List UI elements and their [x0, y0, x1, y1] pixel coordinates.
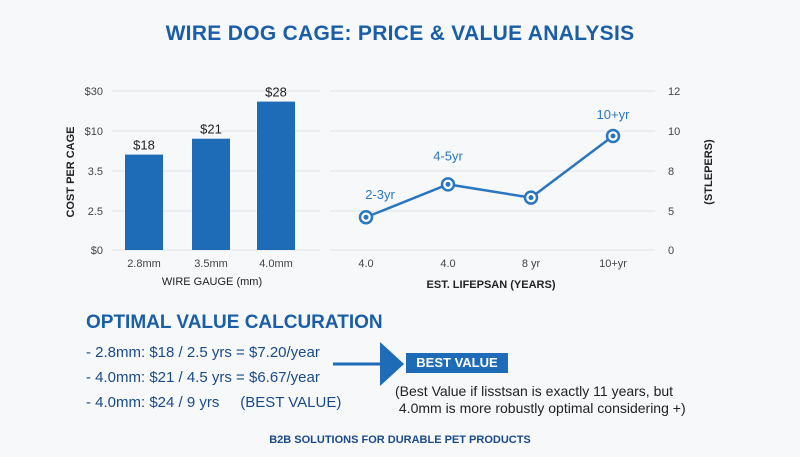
y-tick-label: 8	[668, 166, 674, 178]
x-tick-label: 8 yr	[522, 258, 541, 270]
y-tick-label: 3.5	[88, 166, 103, 178]
data-point-center	[610, 133, 616, 139]
bar	[192, 138, 230, 250]
data-point-center	[528, 195, 534, 201]
charts-canvas: $0 2.5 3.5 $10 $30 $18 2.8mm $21 3.5mm $28 4.0mm WI…	[65, 85, 715, 291]
bar-data-label: $18	[133, 138, 155, 153]
data-point-center	[363, 214, 369, 220]
calc-title: OPTIMAL VALUE CALCURATION	[86, 312, 383, 333]
data-point-center	[445, 181, 451, 187]
x-tick-label: 4.0	[358, 258, 373, 270]
x-tick-label: 10+yr	[599, 258, 627, 270]
point-label: 4-5yr	[433, 148, 463, 163]
bar-chart: $0 2.5 3.5 $10 $30 $18 2.8mm $21 3.5mm $28 4.0mm WI…	[65, 85, 320, 288]
calc-line-1: - 2.8mm: $18 / 2.5 yrs = $7.20/year	[86, 344, 320, 361]
bar	[257, 101, 295, 250]
x-axis-label: WIRE GAUGE (mm)	[162, 276, 262, 288]
point-label: 10+yr	[597, 107, 631, 122]
bar-data-label: $21	[200, 122, 222, 137]
footer: B2B SOLUTIONS FOR DURABLE PET PRODUCTS	[269, 434, 531, 446]
calc-line-2: - 4.0mm: $21 / 4.5 yrs = $6.67/year	[86, 369, 320, 386]
bar	[125, 154, 163, 250]
y-axis-label: COST PER CAGE	[65, 126, 77, 217]
y-tick-label: 2.5	[88, 206, 103, 218]
series-line	[365, 135, 614, 219]
note-line-1: (Best Value if lisstsan is exactly 11 ye…	[395, 383, 674, 399]
calc-line-3: - 4.0mm: $24 / 9 yrs (BEST VALUE)	[86, 394, 342, 411]
y-tick-label: 12	[668, 86, 680, 98]
y-axis-label: (STLEPERS)	[703, 139, 715, 205]
best-value-badge: BEST VALUE	[406, 353, 508, 373]
y-tick-label: $10	[85, 126, 103, 138]
arrow-head-icon	[380, 342, 404, 386]
y-tick-label: 5	[668, 206, 674, 218]
x-tick-label: 3.5mm	[194, 258, 228, 270]
note-line-2: 4.0mm is more robustly optimal consideri…	[395, 400, 686, 416]
line-chart: 0 5 8 10 12 2-3yr 4.0 4-5yr 4.0 8 yr 10+yr 10+yr EST…	[330, 86, 715, 291]
y-tick-label: $30	[85, 86, 103, 98]
bar-data-label: $28	[265, 85, 287, 100]
x-axis-label: EST. LIFEPSAN (YEARS)	[427, 279, 556, 291]
y-tick-label: 0	[668, 245, 674, 257]
page-title: WIRE DOG CAGE: PRICE & VALUE ANALYSIS	[165, 22, 635, 45]
point-label: 2-3yr	[365, 187, 395, 202]
y-tick-label: $0	[91, 245, 103, 257]
x-tick-label: 4.0	[440, 258, 455, 270]
x-tick-label: 4.0mm	[259, 258, 293, 270]
y-tick-label: 10	[668, 126, 680, 138]
best-value-note: (Best Value if lisstsan is exactly 11 ye…	[395, 383, 686, 417]
x-tick-label: 2.8mm	[127, 258, 161, 270]
